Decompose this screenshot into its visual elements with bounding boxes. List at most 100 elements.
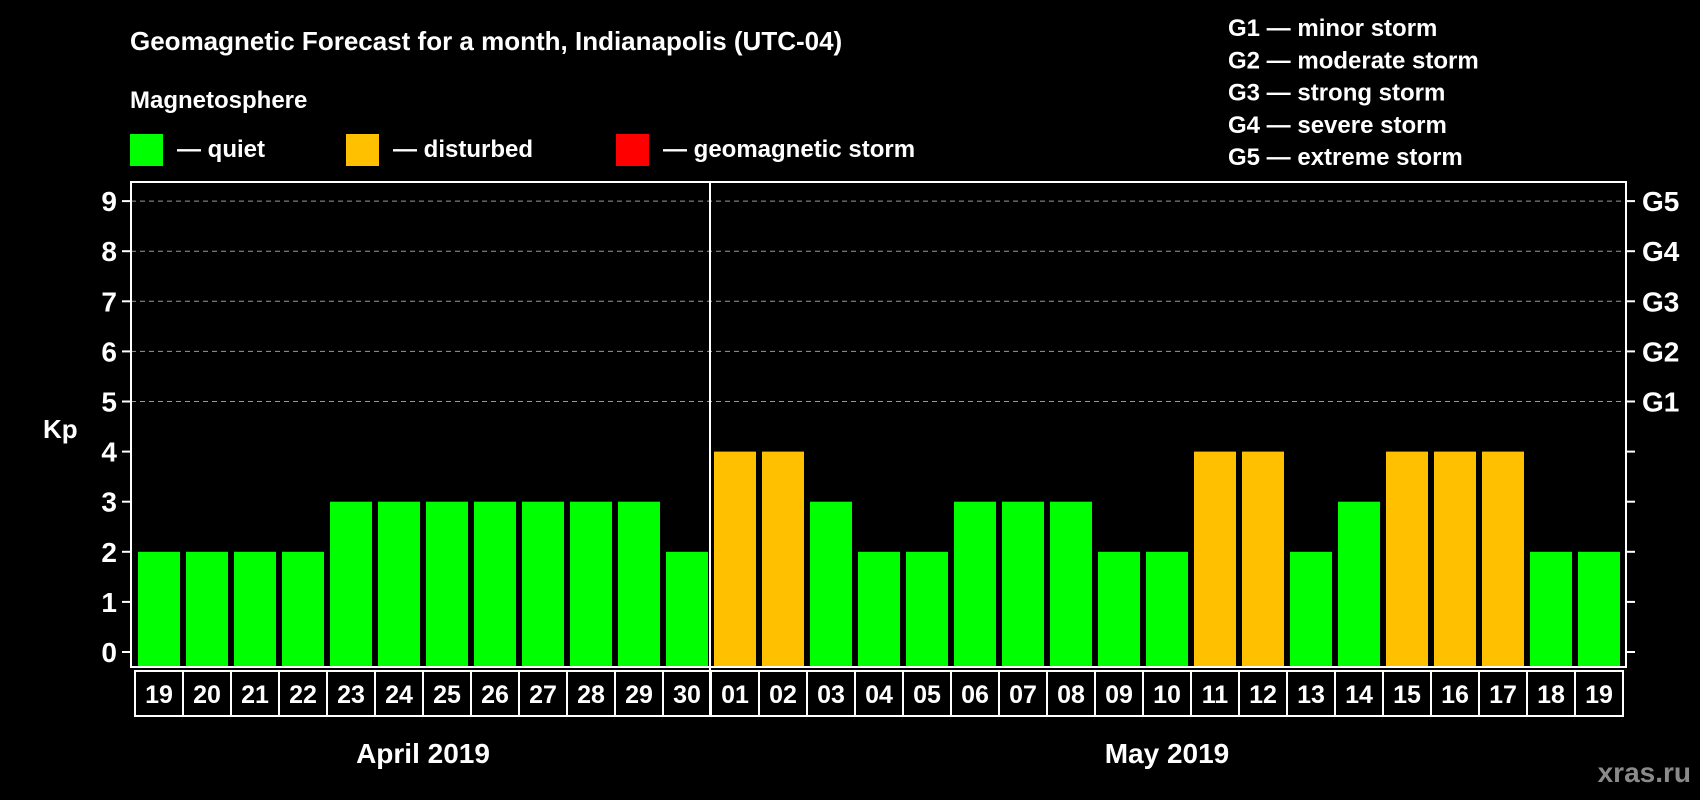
legend-swatch	[616, 134, 649, 166]
date-label: 19	[1585, 681, 1613, 709]
month-label: May 2019	[1105, 738, 1230, 769]
y-tick-label: 9	[101, 186, 117, 217]
legend-swatch	[130, 134, 163, 166]
legend-title: Magnetosphere	[130, 87, 307, 114]
date-label: 23	[337, 681, 365, 709]
storm-scale-item: G4 — severe storm	[1228, 112, 1447, 139]
bar	[618, 501, 660, 666]
legend-swatch	[346, 134, 379, 166]
date-label: 18	[1537, 681, 1565, 709]
bar	[762, 451, 804, 666]
date-label: 05	[913, 681, 941, 709]
date-label: 26	[481, 681, 509, 709]
bar	[138, 551, 180, 666]
date-label: 14	[1345, 681, 1373, 709]
bar	[1242, 451, 1284, 666]
bar	[810, 501, 852, 666]
g-scale-label: G5	[1642, 186, 1679, 217]
bar	[1194, 451, 1236, 666]
y-tick-label: 5	[101, 387, 117, 418]
bar	[1146, 551, 1188, 666]
date-label: 16	[1441, 681, 1469, 709]
y-axis-label: Kp	[43, 414, 78, 444]
legend-label: — geomagnetic storm	[663, 136, 915, 163]
date-label: 01	[721, 681, 749, 709]
bar	[378, 501, 420, 666]
legend-label: — disturbed	[393, 136, 533, 163]
date-label: 06	[961, 681, 989, 709]
y-tick-label: 3	[101, 487, 117, 518]
bar	[1098, 551, 1140, 666]
date-label: 19	[145, 681, 173, 709]
y-tick-label: 0	[101, 637, 117, 668]
bar	[330, 501, 372, 666]
bar	[186, 551, 228, 666]
date-label: 21	[241, 681, 269, 709]
date-label: 15	[1393, 681, 1421, 709]
date-label: 30	[673, 681, 701, 709]
date-label: 25	[433, 681, 461, 709]
plot-frame	[130, 181, 1627, 668]
date-label: 10	[1153, 681, 1181, 709]
y-tick-label: 6	[101, 336, 117, 367]
bar	[522, 501, 564, 666]
date-cell	[1574, 670, 1624, 717]
storm-scale-item: G2 — moderate storm	[1228, 47, 1479, 74]
date-label: 27	[529, 681, 557, 709]
date-label: 08	[1057, 681, 1085, 709]
y-tick-label: 4	[101, 437, 117, 468]
bar	[570, 501, 612, 666]
bar	[1386, 451, 1428, 666]
legend-label: — quiet	[177, 136, 265, 163]
bar	[1434, 451, 1476, 666]
date-label: 22	[289, 681, 317, 709]
g-scale-label: G1	[1642, 387, 1679, 418]
date-label: 29	[625, 681, 653, 709]
date-label: 11	[1202, 681, 1229, 709]
legend: — quiet — disturbed — geomagnetic storm	[130, 134, 915, 166]
bar	[1530, 551, 1572, 666]
date-label: 12	[1249, 681, 1277, 709]
bar	[906, 551, 948, 666]
date-label: 13	[1297, 681, 1325, 709]
date-label: 09	[1105, 681, 1133, 709]
g-scale-label: G4	[1642, 236, 1680, 267]
storm-scale-item: G1 — minor storm	[1228, 15, 1437, 42]
date-label: 02	[769, 681, 797, 709]
date-label: 03	[817, 681, 845, 709]
date-label: 17	[1489, 681, 1517, 709]
bar	[234, 551, 276, 666]
bar	[1050, 501, 1092, 666]
bar	[1578, 551, 1620, 666]
bar	[1002, 501, 1044, 666]
date-label: 04	[865, 681, 893, 709]
date-label: 28	[577, 681, 605, 709]
g-scale-label: G2	[1642, 336, 1679, 367]
g-scale-label: G3	[1642, 286, 1679, 317]
bar	[474, 501, 516, 666]
date-label: 20	[193, 681, 221, 709]
date-label: 07	[1009, 681, 1037, 709]
watermark: xras.ru	[1598, 757, 1691, 788]
storm-scale-legend: G1 — minor storm G2 — moderate storm G3 — …	[1228, 15, 1479, 171]
bar	[1338, 501, 1380, 666]
storm-scale-item: G3 — strong storm	[1228, 80, 1445, 107]
bar	[954, 501, 996, 666]
month-label: April 2019	[356, 738, 490, 769]
bar	[1290, 551, 1332, 666]
storm-scale-item: G5 — extreme storm	[1228, 144, 1463, 171]
bar	[714, 451, 756, 666]
bar	[1482, 451, 1524, 666]
y-tick-label: 7	[101, 286, 117, 317]
bar	[426, 501, 468, 666]
chart-title: Geomagnetic Forecast for a month, Indian…	[130, 26, 842, 56]
date-label: 24	[385, 681, 413, 709]
y-tick-label: 8	[101, 236, 117, 267]
y-tick-label: 1	[101, 587, 117, 618]
bar	[858, 551, 900, 666]
y-tick-label: 2	[101, 537, 117, 568]
bar	[666, 551, 708, 666]
bar	[282, 551, 324, 666]
